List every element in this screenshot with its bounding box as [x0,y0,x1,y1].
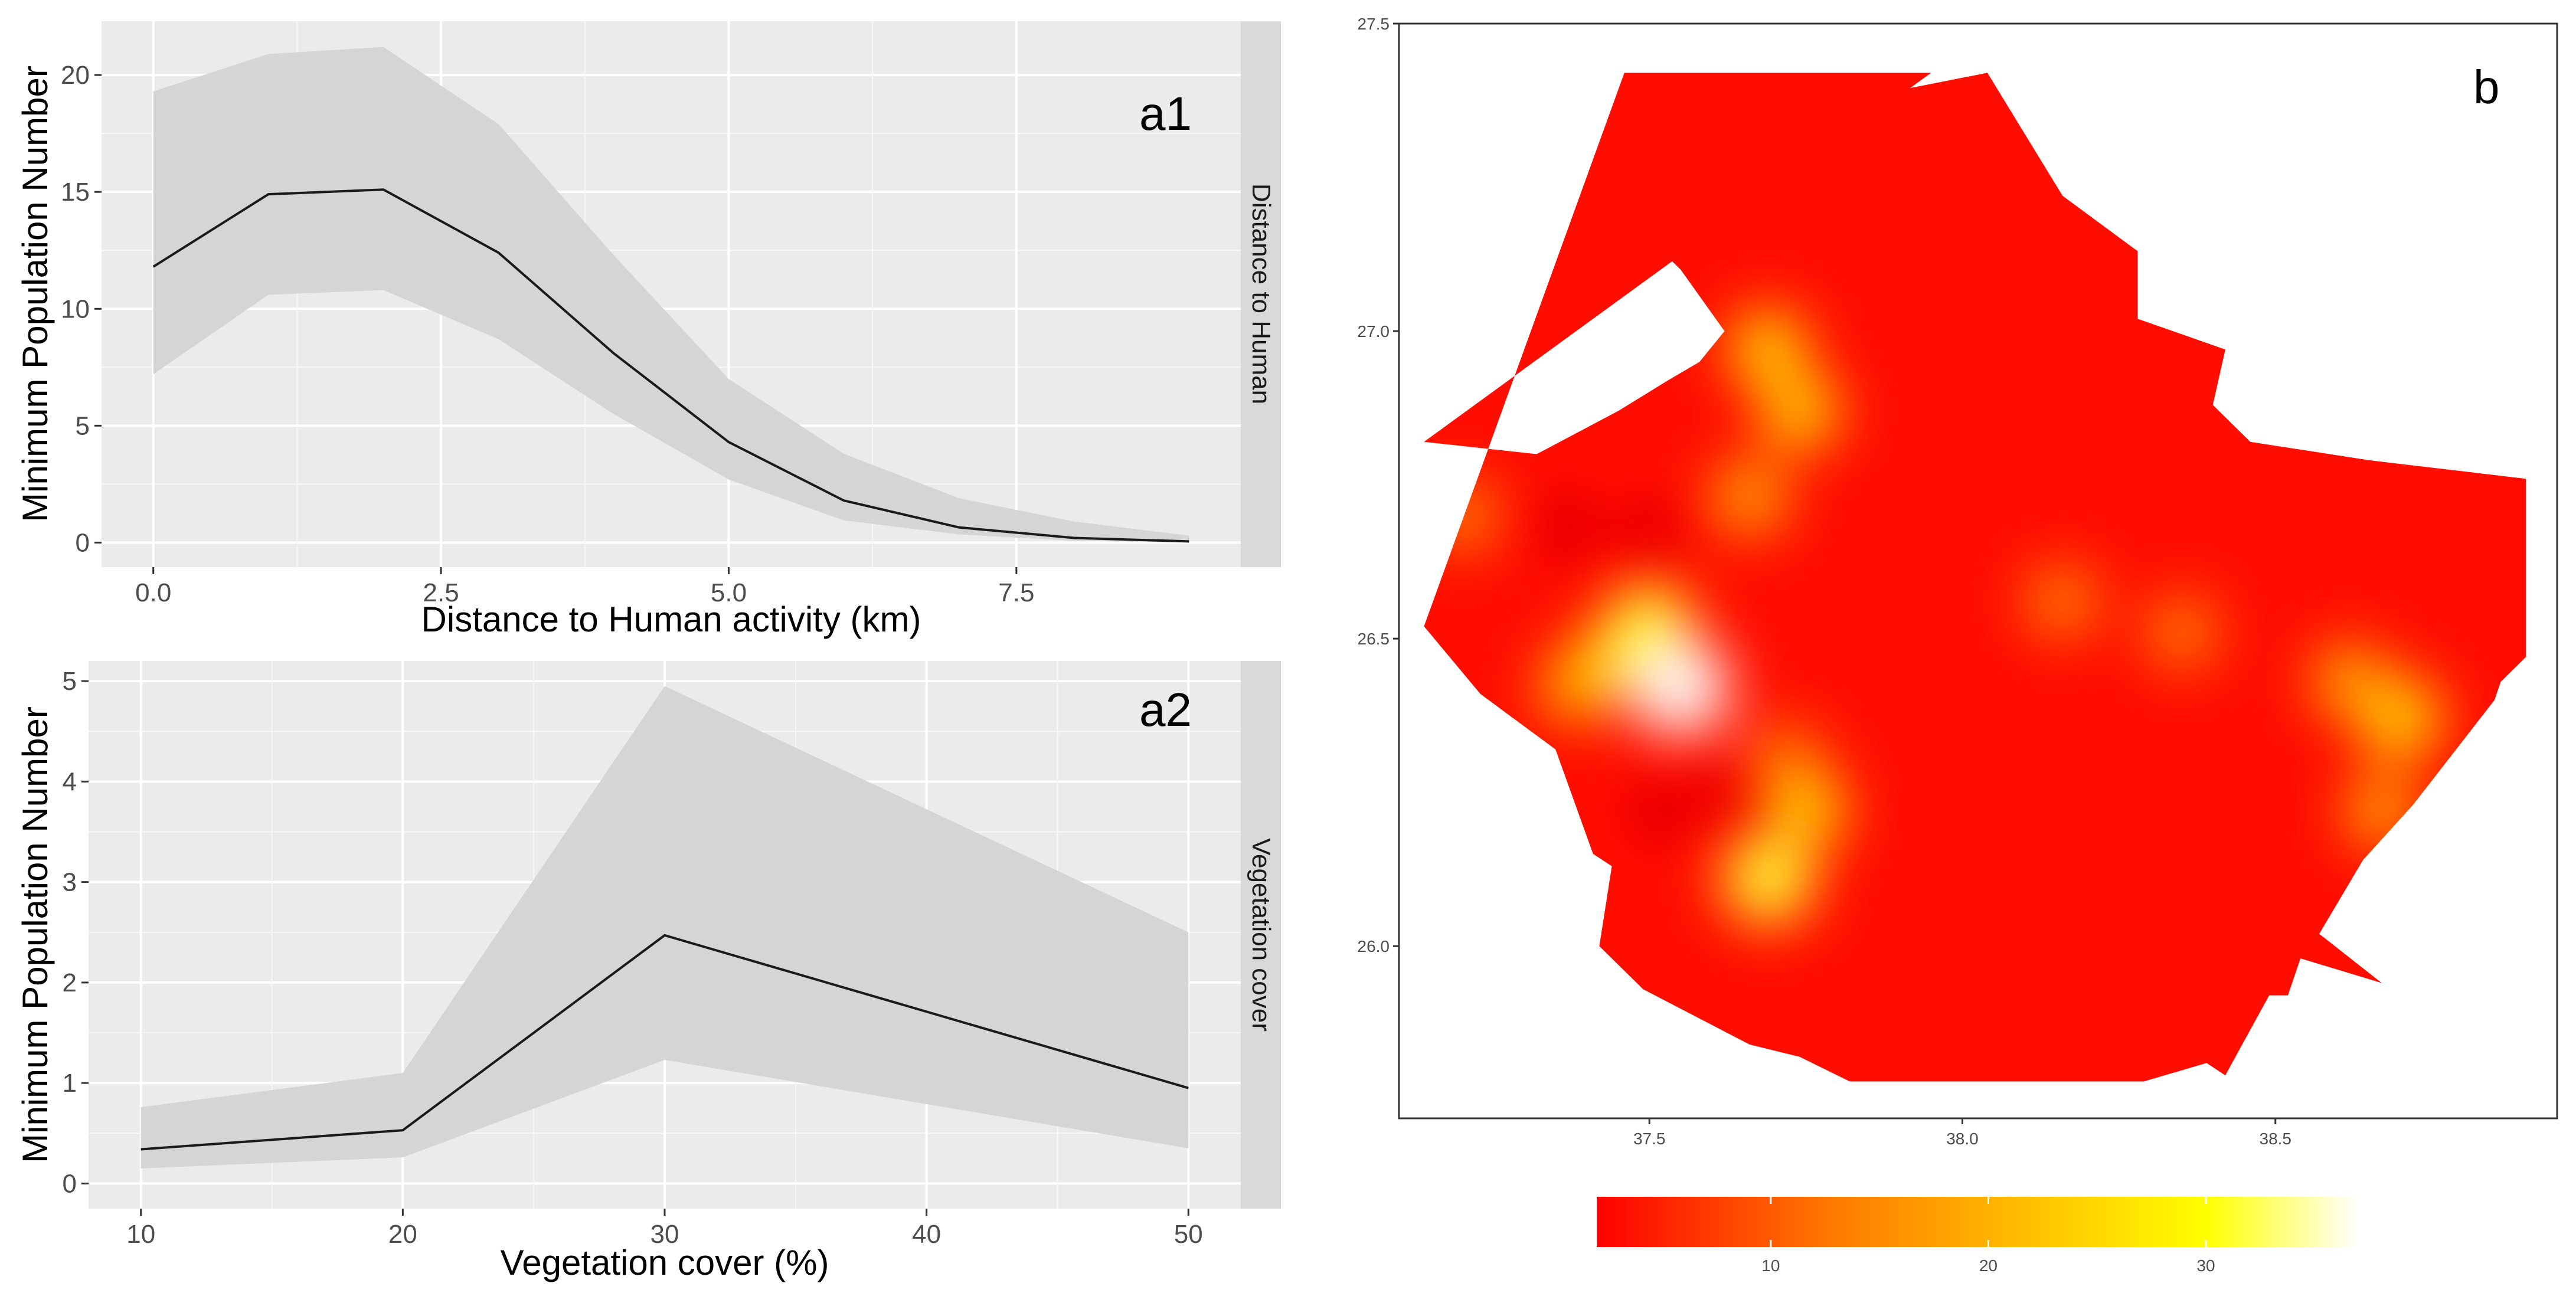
map-low-density-spot [1526,486,1610,569]
a2-mean-line [140,934,1189,1151]
map-hotspot [1777,782,1835,840]
map-hotspot [1641,648,1721,728]
map-hotspot [2039,579,2085,624]
a2-y-tick-label: 4 [63,767,77,796]
a1-y-axis: 0 5 10 15 20 [61,61,102,557]
map-y-axis: 26.0 26.5 27.0 27.5 [1358,15,1399,955]
map-y-tick-label: 26.0 [1358,937,1390,955]
colorbar-ticks: 10 20 30 [1761,1197,2215,1275]
a2-y-tick-label: 5 [63,667,77,696]
a2-confidence-ribbon [140,686,1189,1168]
map-low-density-spot [1671,751,1754,834]
colorbar-tick-label: 10 [1761,1256,1780,1275]
map-hotspot [2356,785,2407,836]
colorbar-tick-label: 30 [2196,1256,2215,1275]
a2-y-axis-title: Minimum Population Number [15,706,55,1163]
map-hotspot [1732,843,1804,914]
a2-y-tick-label: 1 [63,1069,77,1098]
a2-x-tick-label: 50 [1174,1220,1203,1249]
a1-panel-label: a1 [1139,87,1192,140]
a2-y-tick-label: 3 [63,868,77,897]
map-hotspot [2324,655,2377,708]
map-panel-label: b [2473,61,2500,113]
a2-facet-strip [1241,661,1281,1209]
map-hotspot [2370,688,2431,749]
a1-y-tick-label: 0 [76,528,90,557]
a1-facet-strip [1241,21,1281,567]
a2-y-tick-label: 2 [63,968,77,997]
a1-y-tick-label: 15 [61,178,90,207]
a1-y-tick-label: 10 [61,294,90,323]
map-hotspot [2159,610,2204,654]
map-hotspot [1740,320,1797,378]
a1-x-axis: 0.0 2.5 5.0 7.5 [135,567,1034,607]
a2-panel-label: a2 [1139,683,1192,736]
a1-confidence-ribbon [153,47,1189,543]
a2-x-axis-title: Vegetation cover (%) [501,1243,829,1282]
map-hotspot [1764,738,1811,785]
a1-x-tick-label: 5.0 [711,578,747,607]
map-hotspot [1724,472,1776,523]
a1-x-tick-label: 0.0 [135,578,171,607]
a1-x-tick-label: 7.5 [998,578,1034,607]
colorbar-tick-label: 20 [1979,1256,1998,1275]
a2-y-axis: 0 1 2 3 4 5 [63,667,89,1198]
map-y-tick-label: 26.5 [1358,630,1390,648]
map-hotspot [1771,383,1828,439]
panel-a2: Vegetation cover a2 0 1 2 3 4 5 10 20 30 40 50 Ve… [15,661,1281,1282]
a2-x-tick-label: 30 [650,1220,679,1249]
map-y-tick-label: 27.0 [1358,322,1390,341]
a2-facet-label: Vegetation cover [1247,838,1276,1032]
map-hotspot [1615,592,1683,660]
a2-y-tick-label: 0 [63,1169,77,1198]
panel-b-map: b 26.0 26.5 27.0 27.5 37.5 38.0 38.5 10 20 30 [1358,15,2558,1275]
a1-mean-line [152,188,1189,543]
a1-y-axis-title: Minimum Population Number [15,66,55,522]
colorbar-gradient [1597,1197,2358,1247]
map-x-tick-label: 38.5 [2260,1130,2292,1148]
map-x-axis: 37.5 38.0 38.5 [1633,1118,2291,1148]
map-x-tick-label: 38.0 [1946,1130,1979,1148]
a2-x-tick-label: 40 [912,1220,941,1249]
a1-y-tick-label: 5 [76,411,90,440]
a2-x-tick-label: 20 [388,1220,417,1249]
map-y-tick-label: 27.5 [1358,15,1390,33]
panel-a1: Distance to Human a1 0 5 10 15 20 0.0 2.5 5.0 7… [15,21,1281,639]
a2-x-tick-label: 10 [126,1220,155,1249]
map-hotspots [1424,296,2456,941]
colorbar: 10 20 30 [1597,1197,2358,1275]
map-x-tick-label: 37.5 [1633,1130,1666,1148]
a1-x-tick-label: 2.5 [423,578,459,607]
a1-y-tick-label: 20 [61,61,90,90]
a2-x-axis: 10 20 30 40 50 [126,1209,1203,1249]
a1-facet-label: Distance to Human [1247,184,1276,404]
map-low-density-spot [1608,492,1691,575]
a1-x-axis-title: Distance to Human activity (km) [421,600,921,639]
